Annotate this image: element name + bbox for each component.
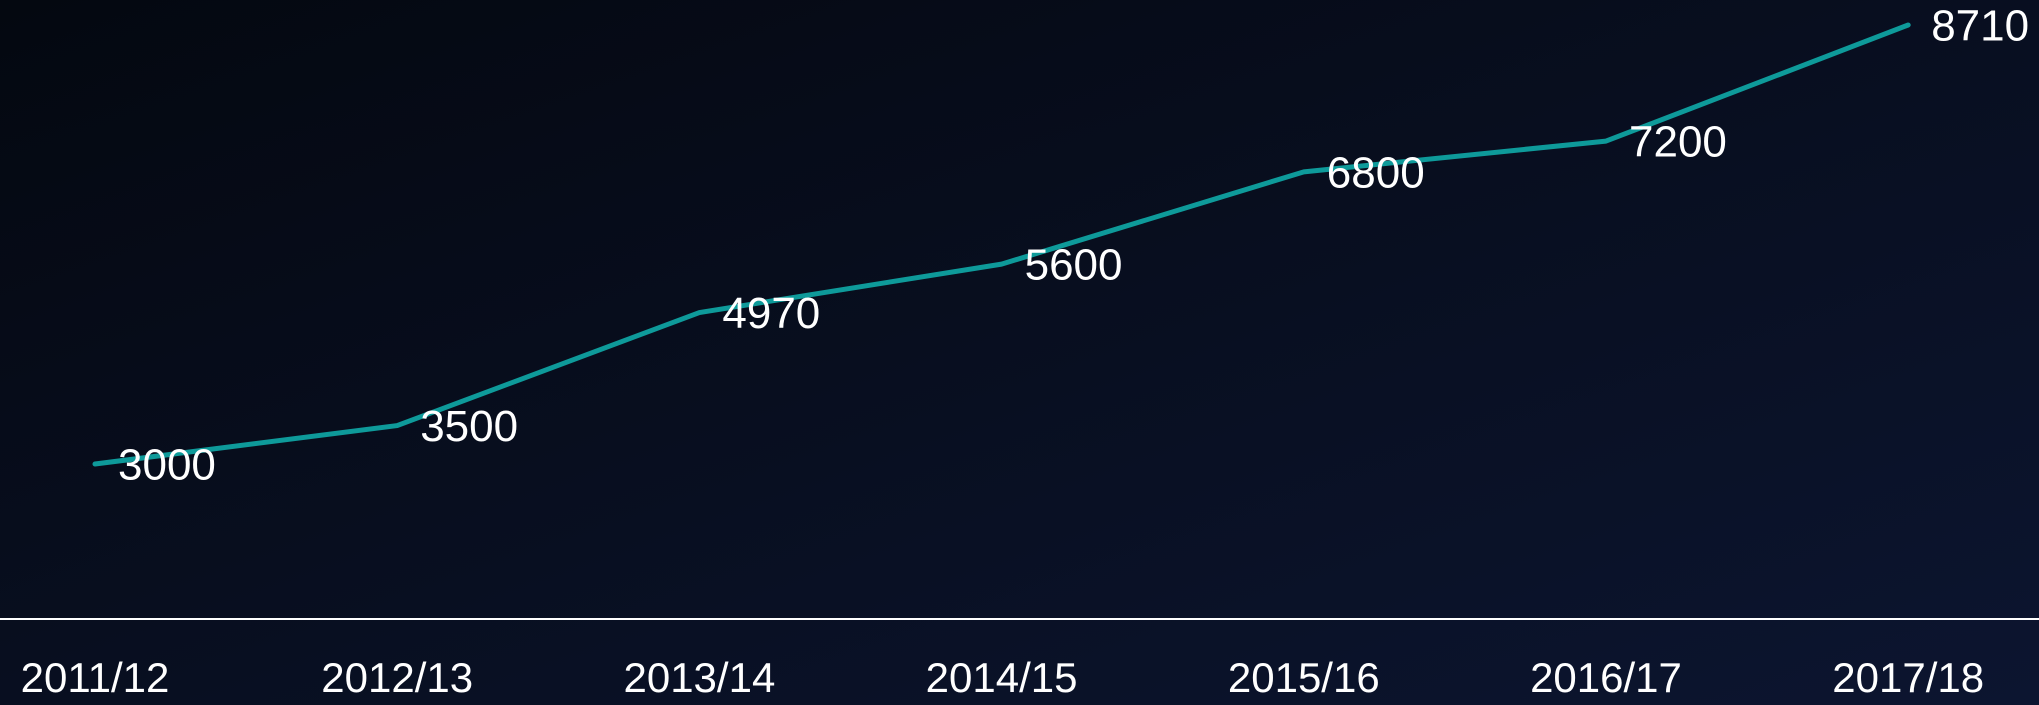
data-label: 8710 [1931, 2, 2029, 51]
x-tick-label: 2015/16 [1228, 654, 1380, 701]
x-tick-label: 2014/15 [926, 654, 1078, 701]
data-label: 6800 [1327, 148, 1425, 197]
x-tick-label: 2013/14 [623, 654, 775, 701]
data-label: 7200 [1629, 118, 1727, 167]
x-tick-label: 2011/12 [21, 654, 170, 701]
data-label: 3500 [420, 402, 518, 451]
data-label: 3000 [118, 441, 216, 490]
x-tick-label: 2012/13 [321, 654, 473, 701]
x-tick-label: 2016/17 [1530, 654, 1682, 701]
data-line [92, 22, 1911, 467]
x-tick-label: 2017/18 [1832, 654, 1984, 701]
data-label: 5600 [1025, 241, 1123, 290]
data-label: 4970 [722, 289, 820, 338]
